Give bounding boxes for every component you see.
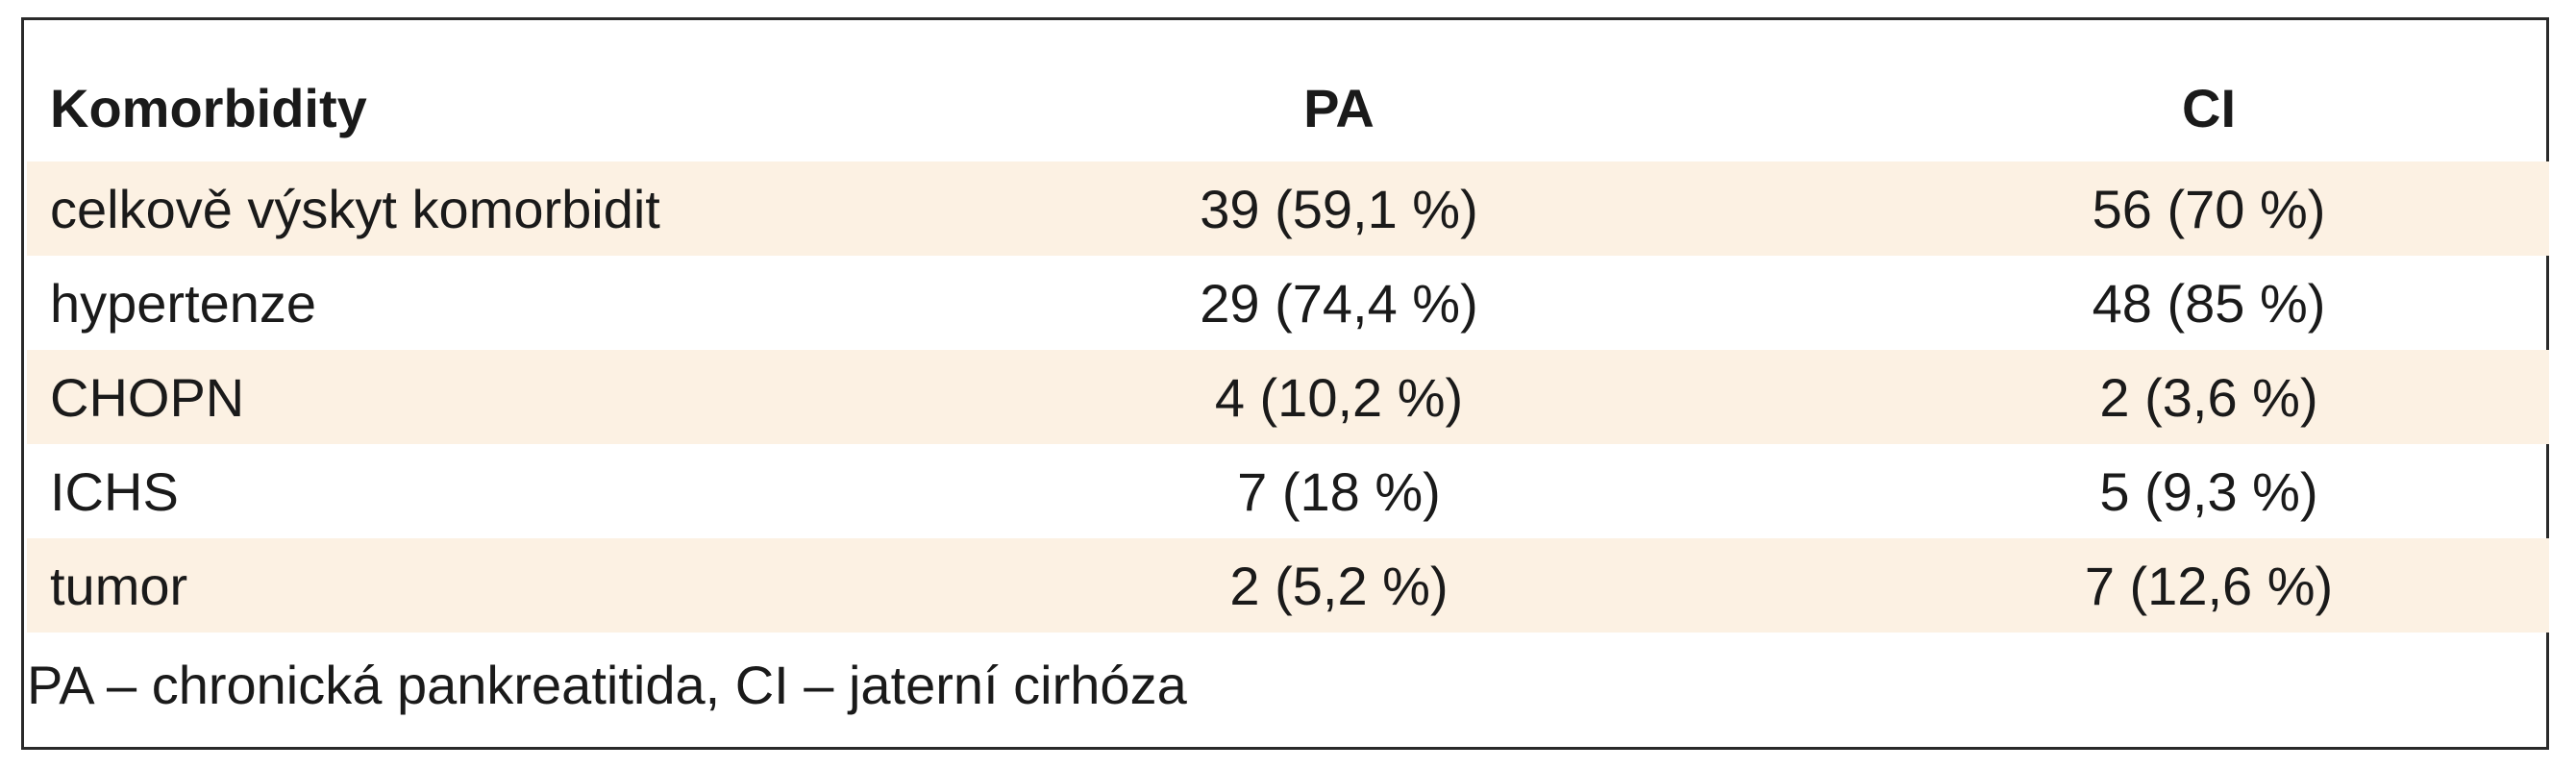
- row-pa-value: 39 (59,1 %): [1200, 178, 1478, 239]
- row-pa-value: 4 (10,2 %): [1214, 366, 1464, 428]
- table-header-row: Komorbidity PA CI: [27, 54, 2549, 161]
- table-row: celkově výskyt komorbidit 39 (59,1 %) 56…: [27, 161, 2549, 256]
- table-footnote: PA – chronická pankreatitida, CI – jater…: [27, 655, 1187, 715]
- table-row: ICHS 7 (18 %) 5 (9,3 %): [27, 444, 2549, 538]
- row-ci-value: 7 (12,6 %): [2084, 555, 2334, 616]
- row-label: tumor: [50, 555, 188, 616]
- row-pa-value: 2 (5,2 %): [1229, 555, 1449, 616]
- row-ci-value: 48 (85 %): [2092, 272, 2326, 334]
- row-pa-value: 29 (74,4 %): [1200, 272, 1478, 334]
- table-row: hypertenze 29 (74,4 %) 48 (85 %): [27, 256, 2549, 350]
- header-komorbidity: Komorbidity: [50, 77, 367, 138]
- row-label: hypertenze: [50, 272, 317, 334]
- comorbidity-table: Komorbidity PA CI celkově výskyt komorbi…: [27, 54, 2549, 633]
- row-pa-value: 7 (18 %): [1237, 460, 1441, 522]
- header-pa: PA: [1303, 77, 1375, 138]
- row-label: CHOPN: [50, 366, 245, 428]
- row-ci-value: 5 (9,3 %): [2099, 460, 2318, 522]
- row-ci-value: 2 (3,6 %): [2099, 366, 2318, 428]
- row-ci-value: 56 (70 %): [2092, 178, 2326, 239]
- header-ci: CI: [2182, 77, 2236, 138]
- table-row: CHOPN 4 (10,2 %) 2 (3,6 %): [27, 350, 2549, 444]
- row-label: ICHS: [50, 460, 179, 522]
- table-row: tumor 2 (5,2 %) 7 (12,6 %): [27, 538, 2549, 633]
- row-label: celkově výskyt komorbidit: [50, 178, 660, 239]
